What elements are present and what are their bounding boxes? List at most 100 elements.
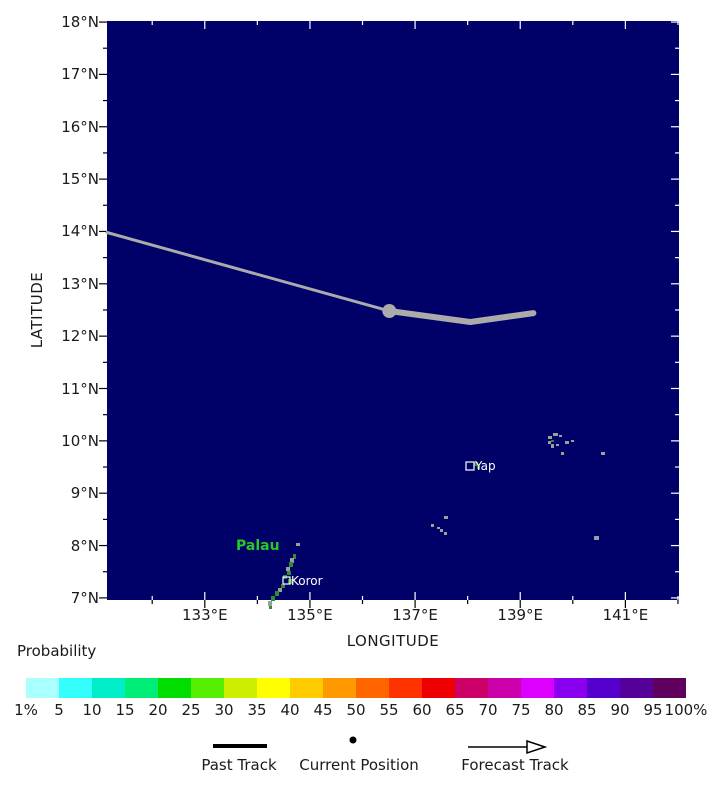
forecast-track-line — [386, 308, 537, 325]
past-track-line — [105, 231, 391, 313]
island-pixel — [553, 433, 558, 436]
y-axis-title: LATITUDE — [28, 271, 46, 349]
city-marker-koror — [282, 576, 291, 585]
island-pixel — [571, 440, 574, 442]
forecast-track-glyph — [468, 739, 548, 755]
colorbar-tick-label: 45 — [313, 701, 333, 719]
island-pixel — [556, 444, 559, 446]
island-pixel — [268, 601, 272, 606]
colorbar-segment — [587, 678, 620, 698]
colorbar-tick-label: 35 — [247, 701, 267, 719]
colorbar-segment — [224, 678, 257, 698]
island-pixel — [444, 532, 447, 535]
island-pixel — [431, 524, 434, 527]
colorbar-tick-label: 50 — [346, 701, 366, 719]
colorbar-tick-label: 90 — [610, 701, 630, 719]
colorbar-tick-label: 70 — [478, 701, 498, 719]
island-pixel — [296, 543, 300, 546]
lon-tick-label: 139°E — [497, 606, 544, 624]
colorbar-segment — [257, 678, 290, 698]
past-track-glyph — [213, 744, 267, 748]
colorbar-segment — [92, 678, 125, 698]
colorbar-segment — [521, 678, 554, 698]
colorbar-segment — [356, 678, 389, 698]
island-pixel — [278, 588, 282, 592]
island-pixel — [474, 462, 478, 466]
island-pixel — [269, 606, 272, 609]
map-canvas: Palau Koror Yap — [99, 21, 679, 609]
colorbar-segment — [26, 678, 59, 698]
colorbar-title: Probability — [17, 642, 97, 660]
colorbar-segment — [158, 678, 191, 698]
place-label-yap: Yap — [475, 459, 496, 473]
island-pixel — [548, 441, 551, 444]
lat-tick-label: 14°N — [61, 222, 99, 241]
colorbar-tick-label: 20 — [148, 701, 168, 719]
lat-tick-label: 8°N — [70, 536, 99, 555]
island-pixel — [551, 444, 554, 448]
lon-tick-label: 141°E — [602, 606, 649, 624]
colorbar-segment — [389, 678, 422, 698]
island-pixel — [440, 529, 443, 532]
lat-tick-label: 9°N — [70, 484, 99, 503]
island-pixel — [275, 591, 279, 596]
lon-tick-label: 135°E — [287, 606, 333, 624]
island-pixel — [601, 452, 605, 455]
island-pixel — [437, 527, 440, 529]
map-graphics — [99, 21, 679, 609]
legend-label-past-track: Past Track — [201, 756, 277, 774]
island-pixel — [565, 441, 569, 444]
island-pixel — [551, 440, 554, 442]
colorbar-segment — [59, 678, 92, 698]
island-pixel — [559, 435, 562, 437]
island-pixel — [477, 466, 480, 469]
current-position-dot-icon — [349, 736, 357, 744]
colorbar-segment — [554, 678, 587, 698]
lat-tick-label: 11°N — [61, 379, 99, 398]
legend-label-current-position: Current Position — [299, 756, 419, 774]
island-pixel — [594, 536, 599, 540]
lat-tick-label: 7°N — [70, 588, 99, 607]
colorbar-segment — [422, 678, 455, 698]
island-pixel — [271, 596, 275, 601]
lat-tick-label: 16°N — [61, 117, 99, 136]
colorbar-segment — [620, 678, 653, 698]
colorbar-tick-label: 85 — [577, 701, 597, 719]
lat-tick-label: 15°N — [61, 170, 99, 189]
place-label-palau: Palau — [236, 538, 280, 554]
colorbar-tick-label: 10 — [82, 701, 102, 719]
legend-label-forecast-track: Forecast Track — [461, 756, 569, 774]
island-pixel — [289, 562, 293, 567]
x-axis-title: LONGITUDE — [346, 632, 440, 650]
current-position-dot — [382, 304, 397, 319]
island-pixel — [444, 516, 448, 519]
colorbar-tick-label: 95 — [643, 701, 663, 719]
island-pixel — [281, 584, 285, 588]
colorbar-segment — [653, 678, 686, 698]
colorbar-tick-label: 100% — [664, 701, 708, 719]
colorbar-segment — [290, 678, 323, 698]
island-pixel — [290, 558, 294, 563]
lat-tick-label: 18°N — [61, 13, 99, 32]
city-marker-yap — [465, 461, 475, 471]
island-pixel — [561, 452, 564, 455]
lon-tick-label: 133°E — [181, 606, 228, 624]
colorbar-tick-label: 60 — [412, 701, 432, 719]
current-position-glyph — [349, 736, 357, 744]
colorbar-tick-label: 5 — [54, 701, 64, 719]
colorbar-tick-label: 1% — [14, 701, 38, 719]
colorbar-tick-label: 65 — [445, 701, 465, 719]
colorbar-tick-label: 25 — [181, 701, 201, 719]
colorbar-tick-label: 75 — [511, 701, 531, 719]
island-pixel — [548, 436, 552, 439]
place-label-koror: Koror — [291, 574, 323, 588]
forecast-arrowhead-icon — [526, 739, 548, 755]
colorbar-segment — [323, 678, 356, 698]
colorbar-segment — [191, 678, 224, 698]
lat-tick-label: 12°N — [61, 327, 99, 346]
island-pixel — [287, 571, 291, 575]
colorbar-tick-label: 40 — [280, 701, 300, 719]
colorbar-segment — [488, 678, 521, 698]
colorbar-tick-label: 15 — [115, 701, 135, 719]
